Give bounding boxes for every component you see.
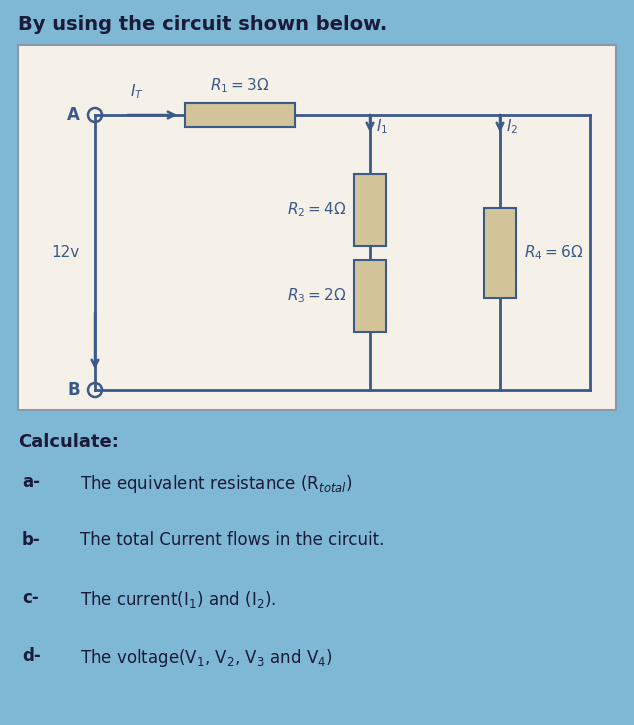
- Text: The total Current flows in the circuit.: The total Current flows in the circuit.: [80, 531, 384, 549]
- Text: 12v: 12v: [52, 245, 80, 260]
- Text: The voltage(V$_1$, V$_2$, V$_3$ and V$_4$): The voltage(V$_1$, V$_2$, V$_3$ and V$_4…: [80, 647, 333, 669]
- Text: $R_1 = 3\Omega$: $R_1 = 3\Omega$: [210, 76, 269, 95]
- Text: By using the circuit shown below.: By using the circuit shown below.: [18, 15, 387, 34]
- Text: $R_4 = 6\Omega$: $R_4 = 6\Omega$: [524, 243, 583, 262]
- Text: $R_3 = 2\Omega$: $R_3 = 2\Omega$: [287, 286, 346, 304]
- Bar: [185, 103, 295, 127]
- Text: The current(I$_1$) and (I$_2$).: The current(I$_1$) and (I$_2$).: [80, 589, 276, 610]
- Text: $R_2 = 4\Omega$: $R_2 = 4\Omega$: [287, 200, 346, 219]
- Text: Calculate:: Calculate:: [18, 433, 119, 451]
- Text: A: A: [67, 106, 80, 124]
- Bar: [354, 173, 386, 246]
- Text: $I_2$: $I_2$: [506, 117, 518, 136]
- Text: $I_T$: $I_T$: [130, 83, 144, 101]
- Bar: [18, 45, 616, 410]
- Text: a-: a-: [22, 473, 40, 491]
- Text: d-: d-: [22, 647, 41, 665]
- Text: B: B: [67, 381, 80, 399]
- Text: The equivalent resistance (R$_{total}$): The equivalent resistance (R$_{total}$): [80, 473, 353, 495]
- Text: c-: c-: [22, 589, 39, 607]
- Bar: [354, 260, 386, 331]
- Bar: [484, 207, 516, 297]
- Text: $I_1$: $I_1$: [376, 117, 388, 136]
- Text: b-: b-: [22, 531, 41, 549]
